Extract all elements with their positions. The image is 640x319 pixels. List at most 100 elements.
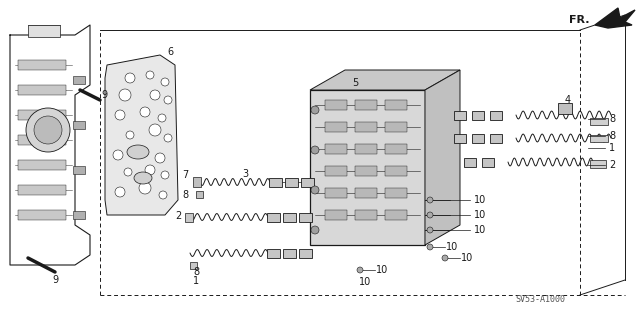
Bar (185, 213, 193, 222)
Bar (590, 135, 608, 142)
Bar (301, 177, 314, 187)
Circle shape (161, 78, 169, 86)
Text: 8: 8 (193, 267, 199, 277)
Text: 10: 10 (461, 253, 473, 263)
Bar (472, 110, 484, 120)
Bar (190, 262, 197, 269)
Circle shape (311, 186, 319, 194)
Text: 8: 8 (609, 131, 615, 141)
Text: 7: 7 (182, 170, 188, 180)
Polygon shape (310, 70, 460, 90)
Bar (73, 76, 85, 84)
Bar (385, 122, 407, 132)
Bar (325, 210, 347, 220)
Bar (266, 212, 280, 221)
Circle shape (146, 71, 154, 79)
Circle shape (119, 89, 131, 101)
Polygon shape (105, 55, 178, 215)
Bar (464, 158, 476, 167)
Circle shape (26, 108, 70, 152)
Circle shape (155, 153, 165, 163)
Bar (18, 110, 66, 120)
Circle shape (164, 134, 172, 142)
Text: 10: 10 (474, 225, 486, 235)
Bar (298, 212, 312, 221)
Circle shape (427, 244, 433, 250)
Bar (73, 211, 85, 219)
Circle shape (126, 131, 134, 139)
Circle shape (311, 226, 319, 234)
Text: 1: 1 (609, 143, 615, 153)
Bar (298, 249, 312, 257)
Text: 10: 10 (474, 210, 486, 220)
Bar (325, 122, 347, 132)
Circle shape (113, 150, 123, 160)
Bar (355, 100, 377, 110)
Bar (355, 188, 377, 198)
Text: 2: 2 (609, 160, 615, 170)
Bar (285, 177, 298, 187)
Circle shape (125, 73, 135, 83)
Text: 2: 2 (175, 211, 181, 221)
Bar (18, 85, 66, 95)
Bar (325, 100, 347, 110)
Text: 10: 10 (359, 277, 371, 287)
Bar (472, 133, 484, 143)
Bar (385, 166, 407, 176)
Bar (18, 135, 66, 145)
Circle shape (161, 171, 169, 179)
Bar (355, 166, 377, 176)
Bar (454, 133, 466, 143)
Circle shape (124, 168, 132, 176)
Circle shape (115, 110, 125, 120)
Text: 4: 4 (565, 95, 571, 105)
Circle shape (159, 191, 167, 199)
Text: 8: 8 (609, 114, 615, 124)
Circle shape (149, 124, 161, 136)
Bar (196, 191, 203, 198)
Ellipse shape (127, 145, 149, 159)
Circle shape (34, 116, 62, 144)
Circle shape (150, 90, 160, 100)
Circle shape (145, 165, 155, 175)
Bar (590, 118, 608, 125)
Polygon shape (595, 8, 635, 28)
Circle shape (427, 212, 433, 218)
Circle shape (311, 146, 319, 154)
Bar (18, 185, 66, 195)
Bar (325, 144, 347, 154)
Bar (385, 144, 407, 154)
Bar (355, 122, 377, 132)
Circle shape (311, 106, 319, 114)
Bar (73, 121, 85, 129)
Text: 1: 1 (193, 276, 199, 286)
Bar (18, 160, 66, 170)
Bar (490, 133, 502, 143)
Bar (282, 212, 296, 221)
Text: 10: 10 (474, 195, 486, 205)
Bar (28, 25, 60, 37)
Circle shape (115, 187, 125, 197)
Text: 8: 8 (182, 190, 188, 200)
Bar (590, 160, 606, 168)
Bar (18, 60, 66, 70)
Bar (282, 249, 296, 257)
Bar (482, 158, 494, 167)
Bar (558, 102, 572, 114)
Bar (385, 210, 407, 220)
Circle shape (164, 96, 172, 104)
Text: 3: 3 (242, 169, 248, 179)
Circle shape (140, 107, 150, 117)
Bar (385, 100, 407, 110)
Circle shape (138, 148, 146, 156)
Circle shape (442, 255, 448, 261)
Circle shape (427, 227, 433, 233)
Circle shape (158, 114, 166, 122)
Text: 5: 5 (352, 78, 358, 88)
Text: SV53-A1000: SV53-A1000 (515, 295, 565, 305)
Circle shape (139, 182, 151, 194)
Bar (266, 249, 280, 257)
Bar (310, 90, 425, 245)
Polygon shape (425, 70, 460, 245)
Circle shape (357, 267, 363, 273)
